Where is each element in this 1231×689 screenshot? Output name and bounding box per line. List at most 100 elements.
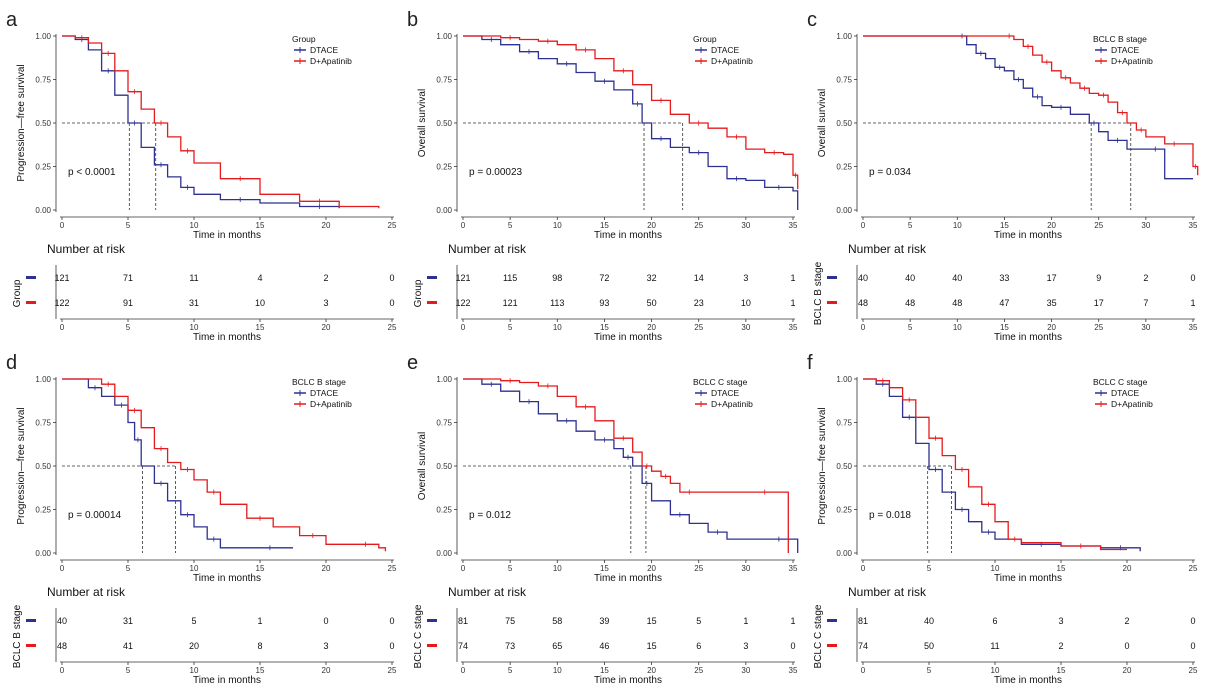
panel-letter: c bbox=[807, 9, 817, 31]
x-tick-label: 15 bbox=[600, 221, 609, 230]
risk-count: 3 bbox=[1058, 616, 1063, 626]
y-tick-label: 0.00 bbox=[436, 549, 452, 558]
risk-table-title: Number at risk bbox=[848, 242, 927, 256]
x-tick-label: 10 bbox=[953, 221, 962, 230]
risk-count: 0 bbox=[389, 273, 394, 283]
x-tick-label: 10 bbox=[553, 564, 562, 573]
risk-x-tick-label: 5 bbox=[908, 323, 913, 332]
x-tick-label: 20 bbox=[1047, 221, 1056, 230]
risk-table-title: Number at risk bbox=[448, 242, 527, 256]
risk-count: 81 bbox=[858, 616, 868, 626]
panel-letter: f bbox=[807, 352, 813, 374]
y-axis-label: Progression—free survival bbox=[16, 64, 27, 181]
risk-x-tick-label: 20 bbox=[647, 323, 656, 332]
y-tick-label: 1.00 bbox=[35, 375, 51, 384]
risk-x-tick-label: 25 bbox=[388, 323, 397, 332]
risk-row-swatch bbox=[827, 619, 837, 622]
panel-c: c0.000.250.500.751.000 5 10 15 20 25 30 35Time … bbox=[807, 9, 1199, 343]
x-tick-label: 25 bbox=[388, 564, 397, 573]
risk-count: 17 bbox=[1047, 273, 1057, 283]
risk-count: 15 bbox=[647, 616, 657, 626]
risk-x-tick-label: 5 bbox=[508, 323, 513, 332]
km-curve-d-apatinib bbox=[62, 35, 380, 209]
risk-x-tick-label: 10 bbox=[190, 666, 199, 675]
y-tick-label: 0.75 bbox=[35, 419, 51, 428]
x-axis-label: Time in months bbox=[594, 573, 662, 584]
legend-title: BCLC C stage bbox=[693, 377, 748, 387]
p-value: p < 0.0001 bbox=[68, 167, 116, 178]
y-tick-label: 0.25 bbox=[436, 506, 452, 515]
legend-label: D+Apatinib bbox=[711, 56, 753, 66]
risk-count: 3 bbox=[743, 641, 748, 651]
risk-count: 93 bbox=[599, 298, 609, 308]
risk-x-tick-label: 5 bbox=[508, 666, 513, 675]
risk-x-tick-label: 35 bbox=[789, 323, 798, 332]
legend-title: Group bbox=[292, 34, 316, 44]
legend-title: Group bbox=[693, 34, 717, 44]
risk-x-tick-label: 35 bbox=[789, 666, 798, 675]
x-tick-label: 5 bbox=[508, 221, 513, 230]
risk-count: 50 bbox=[647, 298, 657, 308]
x-axis-label: Time in months bbox=[193, 573, 261, 584]
x-tick-label: 20 bbox=[647, 564, 656, 573]
risk-count: 58 bbox=[552, 616, 562, 626]
risk-count: 5 bbox=[191, 616, 196, 626]
risk-count: 9 bbox=[1096, 273, 1101, 283]
panel-letter: e bbox=[407, 352, 418, 374]
risk-count: 1 bbox=[1190, 298, 1195, 308]
risk-count: 3 bbox=[323, 298, 328, 308]
legend-label: D+Apatinib bbox=[1111, 399, 1153, 409]
risk-count: 1 bbox=[790, 273, 795, 283]
x-tick-label: 15 bbox=[600, 564, 609, 573]
x-tick-label: 5 bbox=[126, 221, 131, 230]
risk-x-axis-label: Time in months bbox=[994, 332, 1062, 343]
x-tick-label: 25 bbox=[388, 221, 397, 230]
risk-count: 15 bbox=[647, 641, 657, 651]
y-tick-label: 0.50 bbox=[35, 462, 51, 471]
y-tick-label: 0.50 bbox=[436, 462, 452, 471]
risk-count: 46 bbox=[599, 641, 609, 651]
risk-count: 3 bbox=[323, 641, 328, 651]
risk-count: 65 bbox=[552, 641, 562, 651]
risk-count: 41 bbox=[123, 641, 133, 651]
y-tick-label: 1.00 bbox=[836, 32, 852, 41]
risk-x-tick-label: 25 bbox=[1094, 323, 1103, 332]
x-tick-label: 35 bbox=[789, 221, 798, 230]
risk-x-tick-label: 25 bbox=[694, 666, 703, 675]
y-tick-label: 0.00 bbox=[35, 549, 51, 558]
risk-count: 2 bbox=[1143, 273, 1148, 283]
risk-count: 17 bbox=[1094, 298, 1104, 308]
risk-row-swatch bbox=[26, 644, 36, 647]
risk-x-tick-label: 0 bbox=[461, 666, 466, 675]
p-value: p = 0.00023 bbox=[469, 167, 523, 178]
x-tick-label: 10 bbox=[553, 221, 562, 230]
y-tick-label: 0.25 bbox=[35, 163, 51, 172]
x-tick-label: 0 bbox=[861, 564, 866, 573]
y-tick-label: 0.75 bbox=[436, 76, 452, 85]
risk-count: 33 bbox=[999, 273, 1009, 283]
risk-x-tick-label: 15 bbox=[600, 666, 609, 675]
risk-count: 71 bbox=[123, 273, 133, 283]
risk-table-title: Number at risk bbox=[47, 242, 126, 256]
x-tick-label: 0 bbox=[60, 564, 65, 573]
risk-count: 91 bbox=[123, 298, 133, 308]
panel-b: b0.000.250.500.751.000 5 10 15 20 25 30 35Time … bbox=[407, 9, 799, 343]
risk-count: 48 bbox=[952, 298, 962, 308]
km-curve-dtace bbox=[863, 378, 1141, 552]
risk-count: 74 bbox=[458, 641, 468, 651]
legend-label: DTACE bbox=[711, 45, 740, 55]
risk-count: 1 bbox=[790, 298, 795, 308]
risk-x-tick-label: 15 bbox=[1000, 323, 1009, 332]
risk-x-tick-label: 5 bbox=[126, 323, 131, 332]
x-tick-label: 20 bbox=[322, 564, 331, 573]
p-value: p = 0.00014 bbox=[68, 510, 122, 521]
legend-label: DTACE bbox=[1111, 45, 1140, 55]
legend-label: D+Apatinib bbox=[310, 399, 352, 409]
risk-count: 4 bbox=[257, 273, 262, 283]
risk-count: 40 bbox=[924, 616, 934, 626]
y-tick-label: 1.00 bbox=[35, 32, 51, 41]
legend-title: BCLC B stage bbox=[292, 377, 346, 387]
risk-x-tick-label: 15 bbox=[256, 666, 265, 675]
